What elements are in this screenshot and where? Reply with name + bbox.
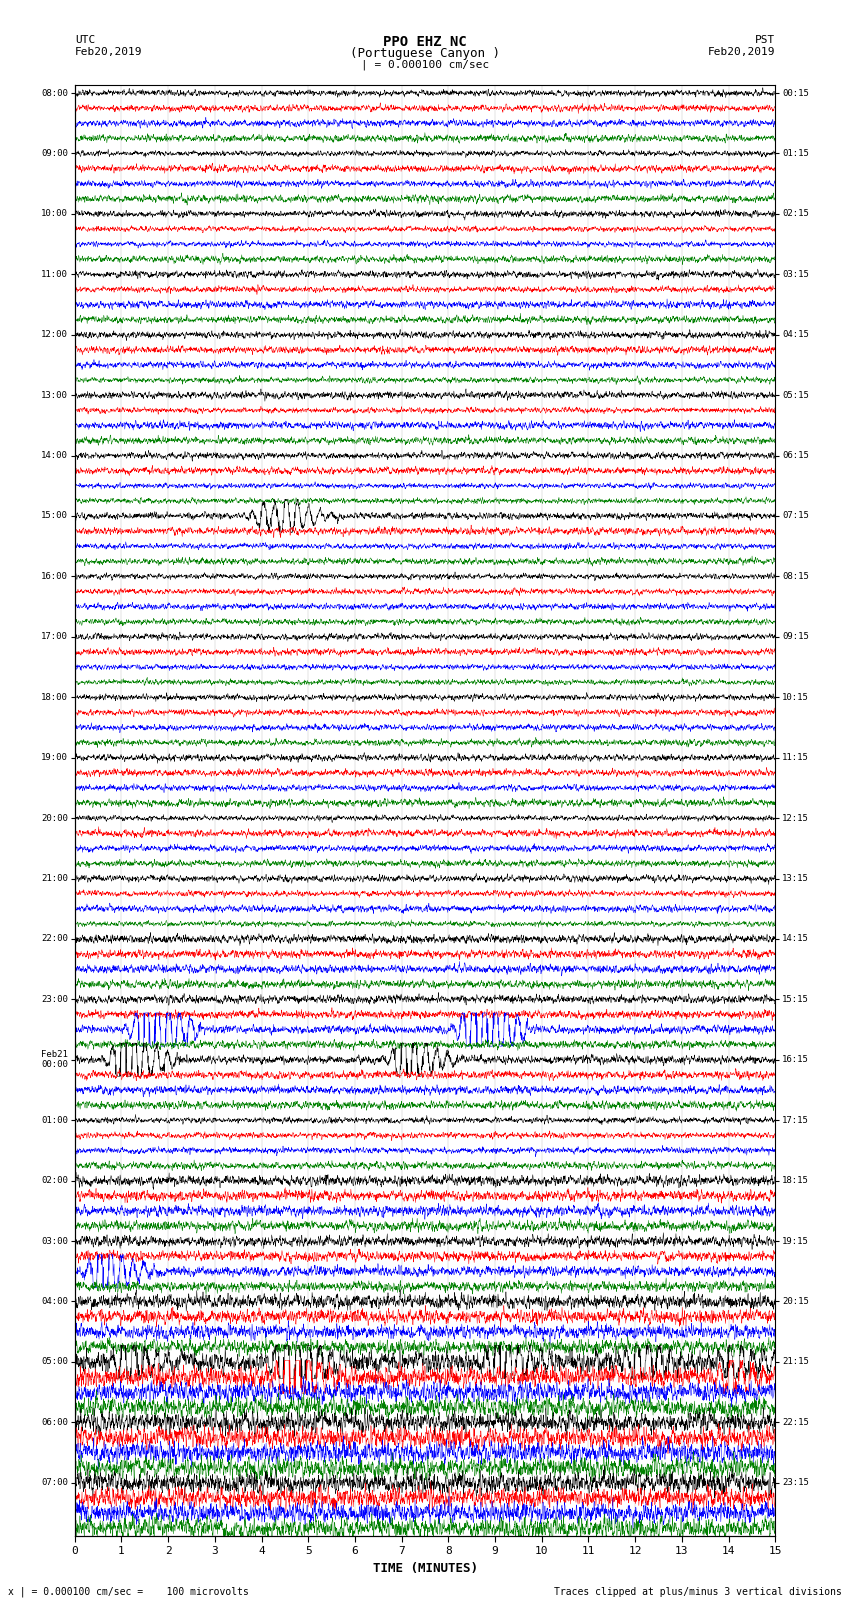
Text: Traces clipped at plus/minus 3 vertical divisions: Traces clipped at plus/minus 3 vertical … [553, 1587, 842, 1597]
Text: x | = 0.000100 cm/sec =    100 microvolts: x | = 0.000100 cm/sec = 100 microvolts [8, 1586, 249, 1597]
Text: Feb20,2019: Feb20,2019 [75, 47, 142, 56]
Text: PPO EHZ NC: PPO EHZ NC [383, 35, 467, 50]
Text: (Portuguese Canyon ): (Portuguese Canyon ) [350, 47, 500, 60]
Text: UTC: UTC [75, 35, 95, 45]
X-axis label: TIME (MINUTES): TIME (MINUTES) [372, 1561, 478, 1574]
Text: Feb20,2019: Feb20,2019 [708, 47, 775, 56]
Text: PST: PST [755, 35, 775, 45]
Text: | = 0.000100 cm/sec: | = 0.000100 cm/sec [361, 60, 489, 71]
